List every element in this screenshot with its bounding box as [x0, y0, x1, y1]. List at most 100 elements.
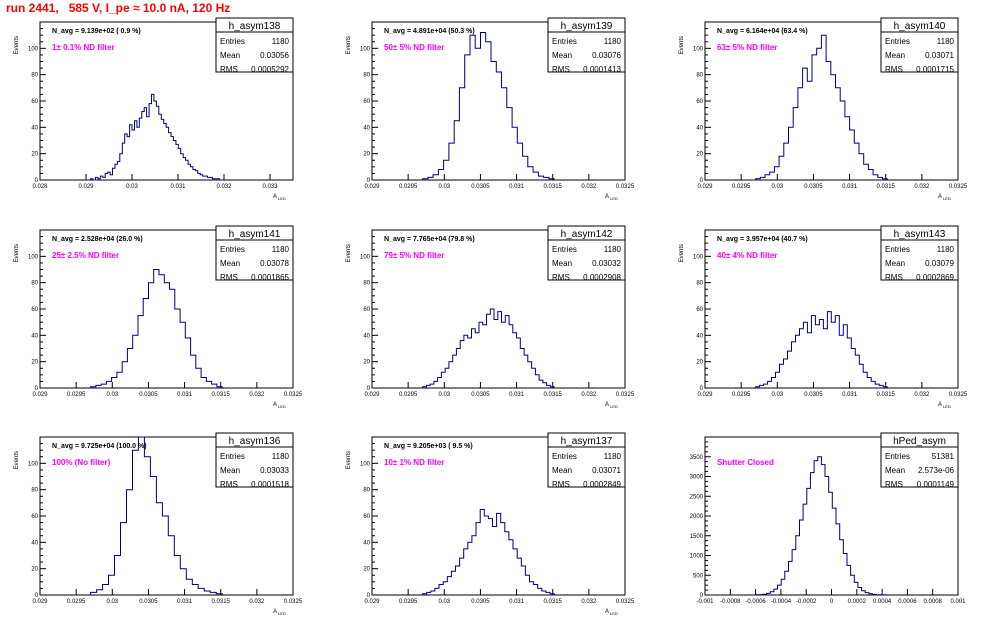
x-tick-label: 0.032: [216, 184, 232, 190]
stats-key: RMS: [885, 273, 903, 282]
y-tick-label: 60: [31, 99, 38, 105]
filter-label: 10± 1% ND filter: [384, 458, 444, 467]
histogram-series: [422, 508, 555, 595]
stats-key: Mean: [885, 51, 905, 60]
stats-value: 0.03032: [592, 259, 621, 268]
stats-box: [880, 225, 959, 281]
histogram-panel-hPed_asym: 0 500 1000 1500 2000 2500 3000 3500 -0.001 -0.000…: [690, 432, 966, 605]
y-axis-label: Events: [14, 451, 20, 469]
y-tick-label: 0: [700, 593, 704, 599]
x-tick-label: 0.03: [126, 184, 138, 190]
histogram-name: h_asym142: [561, 229, 613, 240]
histogram-series: [90, 269, 223, 388]
y-axis-label: Events: [679, 244, 685, 262]
histogram-name: hPed_asym: [893, 436, 946, 447]
y-tick-label: 80: [363, 73, 370, 79]
x-axis-label: ALED: [938, 402, 951, 409]
y-tick-label: 1500: [690, 534, 704, 540]
y-tick-label: 0: [700, 178, 704, 184]
x-tick-label: 0.0295: [67, 599, 86, 605]
x-tick-label: 0.0315: [544, 599, 563, 605]
histogram-series: [422, 32, 555, 180]
x-tick-label: 0.031: [509, 392, 525, 398]
y-tick-label: 20: [696, 152, 703, 158]
x-tick-label: 0.0295: [399, 392, 418, 398]
y-tick-label: 0: [35, 593, 39, 599]
stats-box: [547, 432, 626, 488]
x-tick-label: 0.029: [697, 184, 713, 190]
y-tick-label: 0: [367, 178, 371, 184]
x-tick-label: 0.0325: [949, 392, 968, 398]
y-tick-label: 40: [363, 540, 370, 546]
y-tick-label: 2000: [690, 514, 704, 520]
x-tick-label: -0.0006: [745, 599, 766, 605]
x-tick-label: 0.031: [177, 392, 193, 398]
y-tick-label: 40: [696, 125, 703, 131]
stats-value: 0.03071: [925, 51, 954, 60]
stats-value: 51381: [932, 452, 955, 461]
x-tick-label: 0.0305: [471, 599, 490, 605]
y-tick-label: 20: [696, 360, 703, 366]
x-tick-label: 0.0325: [616, 392, 635, 398]
navg-label: N_avg = 7.765e+04 (79.8 %): [384, 236, 475, 243]
filter-label: 100% (No filter): [52, 458, 111, 467]
x-tick-label: 0.0305: [471, 184, 490, 190]
y-axis-label: Events: [679, 36, 685, 54]
page-title: run 2441, 585 V, I_pe ≈ 10.0 nA, 120 Hz: [6, 1, 231, 15]
y-tick-label: 100: [28, 46, 39, 52]
y-tick-label: 60: [363, 514, 370, 520]
y-tick-label: 80: [31, 281, 38, 287]
x-tick-label: 0.0305: [139, 392, 158, 398]
histogram-panel-h_asym141: 0 20 40 60 80 100 0.029 0.0295 0.03 0.0305 0.031 0.…: [14, 225, 303, 409]
x-tick-label: 0.032: [581, 392, 597, 398]
y-tick-label: 60: [31, 514, 38, 520]
y-tick-label: 0: [35, 386, 39, 392]
x-tick-label: 0.029: [364, 599, 380, 605]
stats-value: 0.0002869: [916, 273, 954, 282]
x-tick-label: 0.03: [106, 599, 118, 605]
y-tick-label: 20: [31, 567, 38, 573]
stats-value: 1180: [604, 37, 622, 46]
x-tick-label: 0.03: [771, 392, 783, 398]
filter-label: 1± 0.1% ND filter: [52, 43, 115, 52]
x-tick-label: 0.0325: [949, 184, 968, 190]
y-tick-label: 100: [360, 46, 371, 52]
histogram-panel-h_asym137: 0 20 40 60 80 100 0.029 0.0295 0.03 0.0305 0.031 0.…: [346, 432, 635, 616]
stats-key: Mean: [220, 51, 240, 60]
x-tick-label: 0.0325: [284, 599, 303, 605]
x-tick-label: 0.029: [32, 599, 48, 605]
x-tick-label: 0.0002: [848, 599, 867, 605]
x-tick-label: 0.031: [177, 599, 193, 605]
navg-label: N_avg = 6.164e+04 (63.4 %): [717, 28, 808, 35]
navg-label: N_avg = 3.957e+04 (40.7 %): [717, 236, 808, 243]
y-tick-label: 60: [696, 99, 703, 105]
x-tick-label: 0.031: [842, 392, 858, 398]
y-tick-label: 60: [31, 307, 38, 313]
stats-key: Mean: [552, 51, 572, 60]
x-tick-label: -0.0008: [720, 599, 741, 605]
filter-label: 25± 2.5% ND filter: [52, 251, 119, 260]
stats-box: [215, 432, 294, 488]
x-axis-label: ALED: [605, 402, 618, 409]
y-tick-label: 40: [31, 125, 38, 131]
histogram-series: [755, 456, 888, 596]
y-tick-label: 100: [28, 254, 39, 260]
x-tick-label: 0.031: [170, 184, 186, 190]
histogram-name: h_asym139: [561, 21, 613, 32]
stats-key: Mean: [885, 259, 905, 268]
x-tick-label: 0.03: [771, 184, 783, 190]
x-tick-label: 0.029: [364, 184, 380, 190]
stats-value: 2.573e-06: [918, 466, 955, 475]
x-tick-label: 0: [830, 599, 834, 605]
histogram-series: [90, 93, 223, 181]
y-tick-label: 100: [693, 46, 704, 52]
stats-key: RMS: [220, 273, 238, 282]
y-tick-label: 100: [360, 461, 371, 467]
stats-key: Entries: [885, 245, 910, 254]
x-tick-label: 0.032: [249, 392, 265, 398]
x-tick-label: 0.0325: [616, 599, 635, 605]
stats-key: Mean: [885, 466, 905, 475]
stats-value: 1180: [272, 452, 290, 461]
y-axis-label: Events: [346, 36, 352, 54]
x-tick-label: 0.0305: [804, 392, 823, 398]
